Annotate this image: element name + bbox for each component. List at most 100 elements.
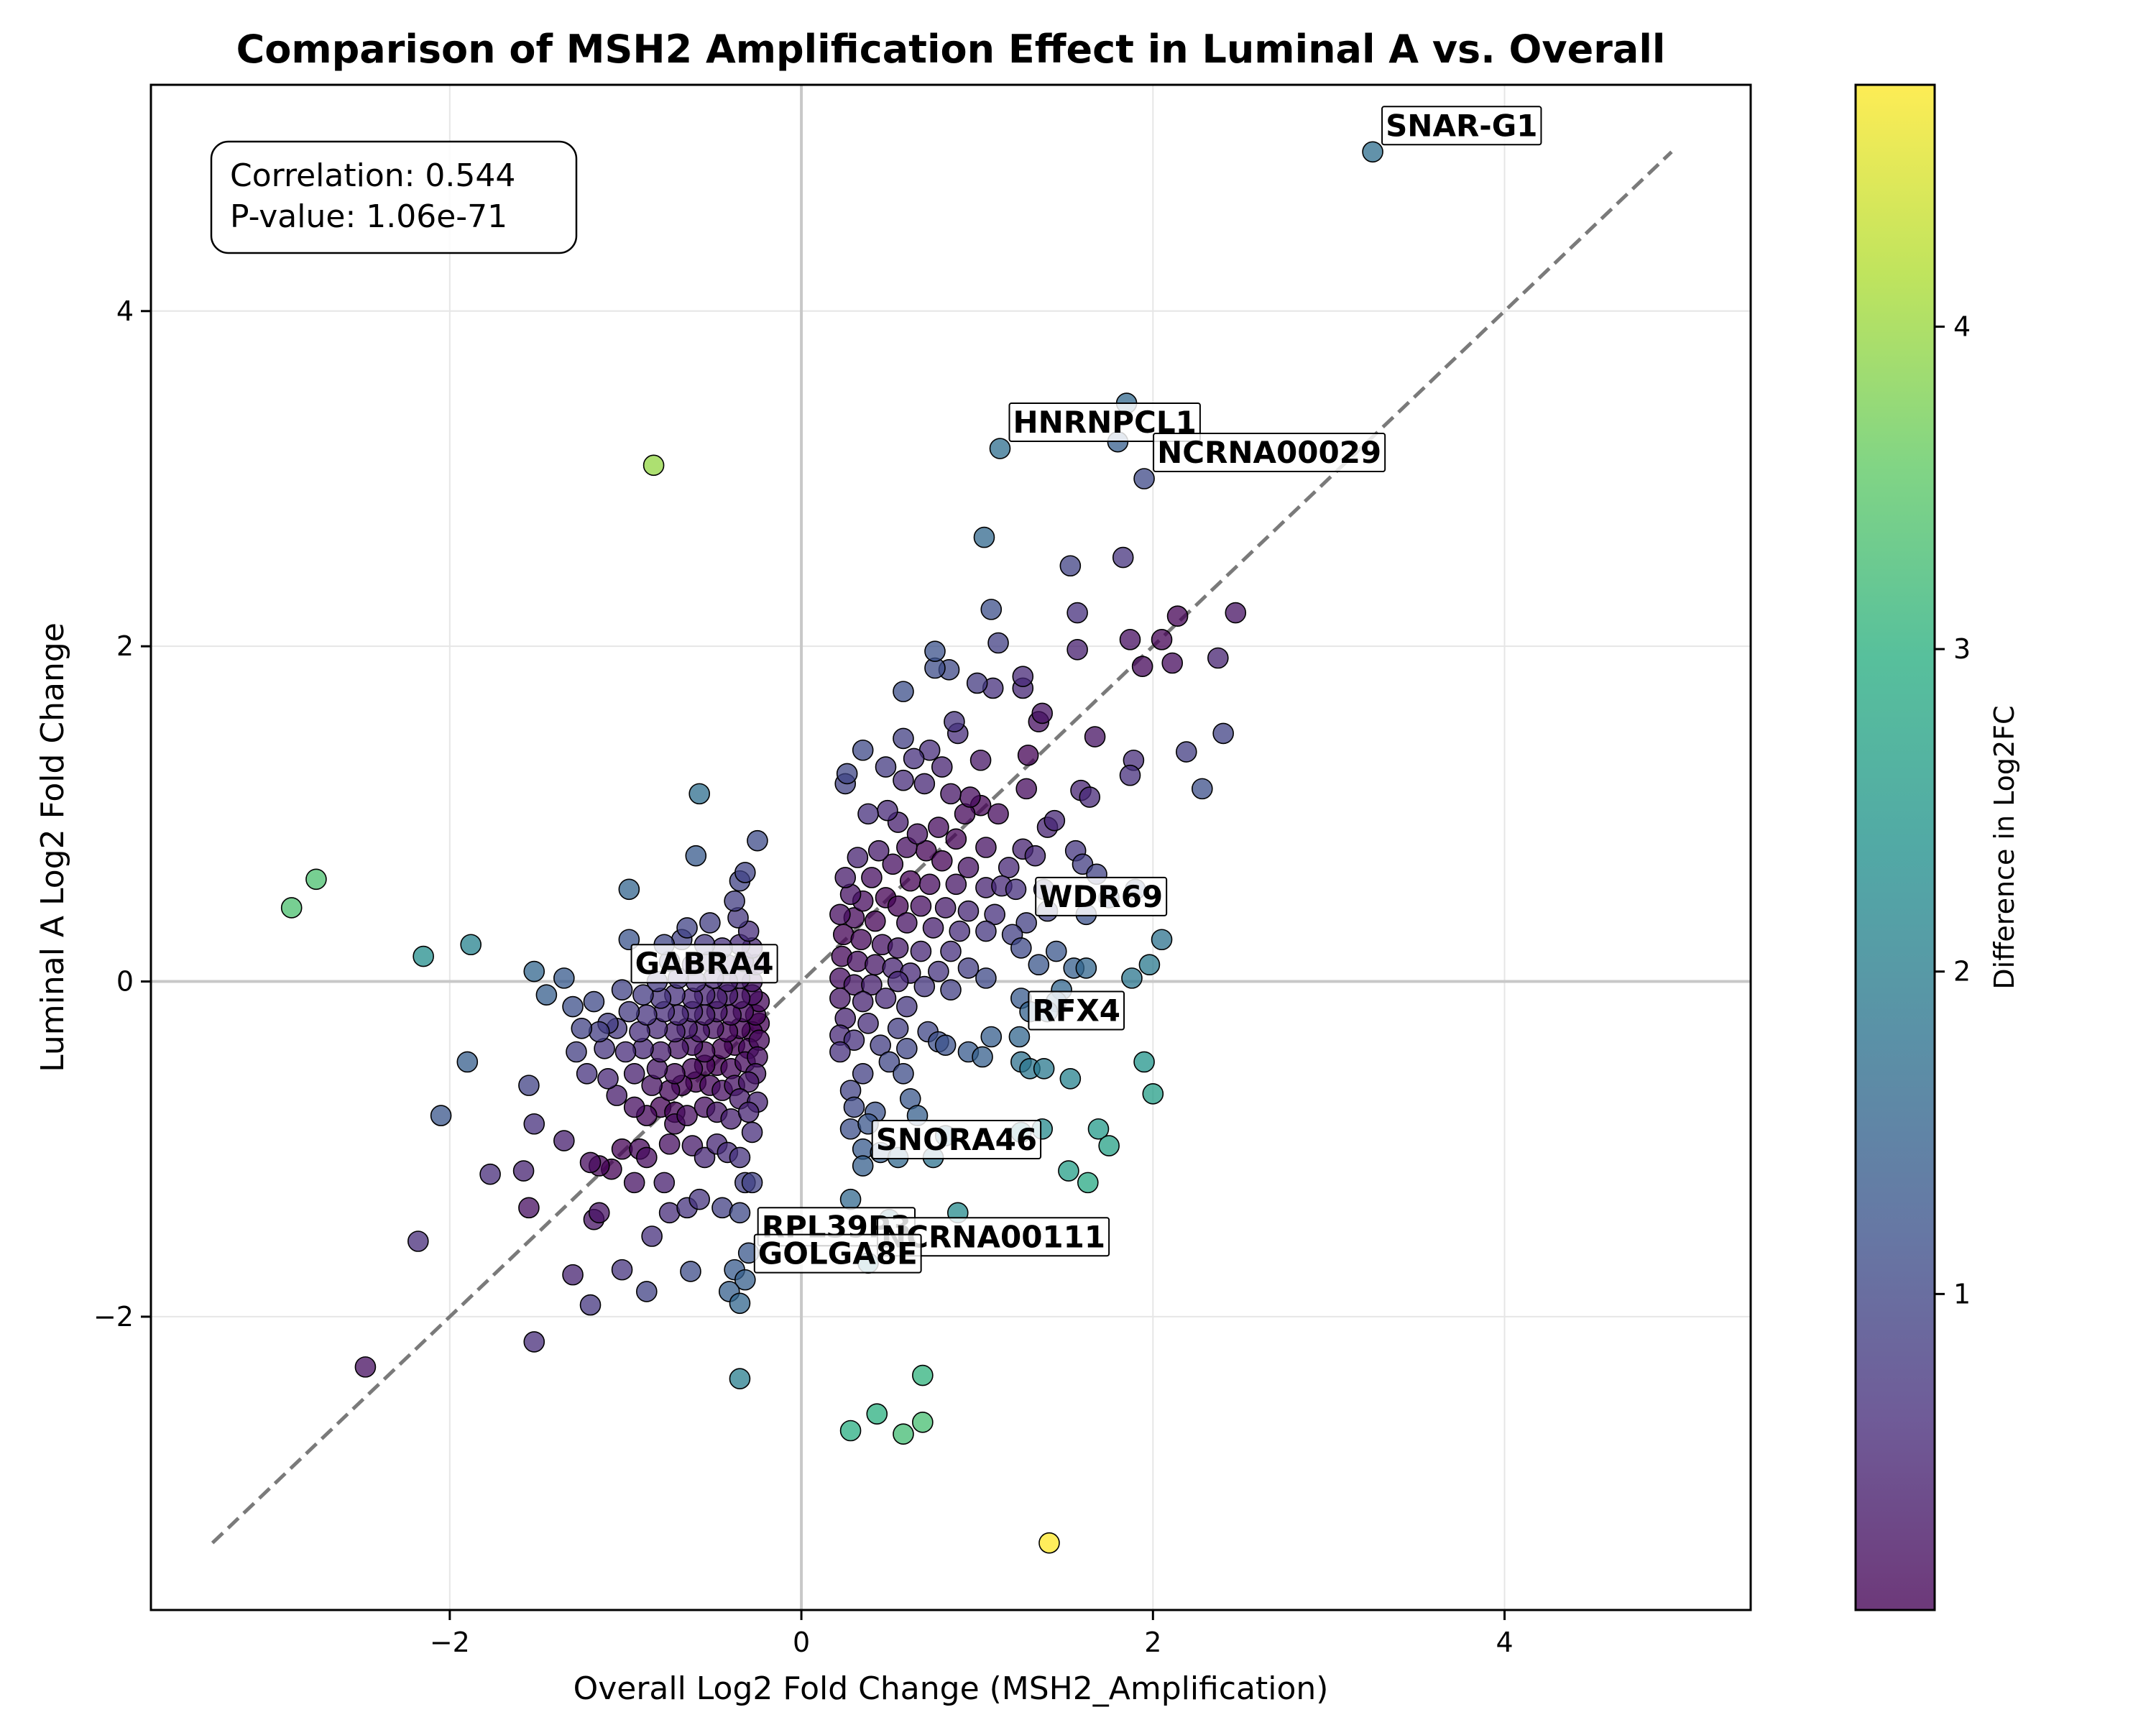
data-point — [1119, 764, 1141, 786]
data-point — [623, 1172, 645, 1194]
data-point — [553, 1130, 575, 1151]
data-point — [940, 940, 962, 962]
pvalue-text: P-value: 1.06e-71 — [230, 198, 507, 235]
data-point — [623, 1096, 645, 1118]
gene-annotations: SNAR-G1HNRNPCL1NCRNA00029WDR69RFX4SNORA4… — [630, 106, 1542, 1274]
data-point — [734, 862, 756, 883]
annotation-box — [1153, 432, 1386, 472]
x-tick-label: 4 — [1496, 1627, 1513, 1658]
data-point — [1098, 1135, 1120, 1156]
colorbar-tick-label: 4 — [1953, 310, 1971, 342]
data-point — [1151, 629, 1173, 650]
x-tick-label: −2 — [430, 1627, 470, 1658]
annotation-label: GOLGA8E — [758, 1236, 918, 1271]
data-point — [1059, 555, 1082, 577]
data-point — [1087, 1118, 1110, 1140]
data-point — [642, 454, 665, 477]
identity-reference-line — [211, 150, 1673, 1545]
data-point — [852, 1155, 874, 1177]
annotation-box — [753, 1233, 922, 1274]
data-point — [588, 1021, 610, 1043]
annotation-box — [871, 1120, 1042, 1160]
data-point — [899, 870, 921, 892]
data-point — [839, 1118, 862, 1140]
data-point — [893, 727, 914, 750]
gene-annotation: SNAR-G1 — [1381, 106, 1542, 146]
data-point — [843, 1029, 865, 1051]
data-point — [576, 1063, 598, 1085]
data-point — [949, 920, 971, 942]
data-point — [972, 1046, 993, 1068]
data-point — [980, 599, 1003, 620]
data-point — [1138, 954, 1161, 976]
data-point — [957, 957, 980, 979]
data-point — [850, 929, 872, 951]
data-point — [829, 1041, 851, 1063]
data-point — [407, 1230, 429, 1252]
data-point — [1084, 726, 1106, 748]
data-point — [987, 803, 1009, 825]
data-point — [523, 1331, 545, 1353]
data-point — [579, 1294, 602, 1316]
data-point — [1067, 602, 1088, 624]
data-point — [836, 763, 858, 785]
data-point — [887, 895, 909, 917]
data-point — [1044, 809, 1066, 832]
gene-annotation: GABRA4 — [630, 944, 778, 984]
data-point — [893, 769, 914, 791]
data-point — [597, 1067, 619, 1090]
colorbar-tick-label: 1 — [1953, 1278, 1971, 1310]
data-point — [945, 828, 967, 850]
data-point — [834, 867, 857, 888]
data-point — [847, 847, 869, 868]
y-tick-label: 0 — [116, 966, 134, 998]
x-tick-label: 2 — [1144, 1627, 1161, 1658]
data-point — [1079, 786, 1101, 808]
annotation-label: RFX4 — [1032, 993, 1120, 1029]
data-point — [611, 1259, 633, 1281]
data-point — [280, 897, 303, 919]
data-point — [934, 1034, 957, 1056]
data-point — [729, 1368, 751, 1390]
data-point — [711, 1197, 733, 1219]
data-point — [1192, 778, 1213, 800]
data-point — [984, 903, 1005, 926]
data-point — [945, 873, 967, 896]
data-point — [1059, 1067, 1082, 1090]
data-point — [1142, 1082, 1164, 1105]
data-point — [1131, 656, 1153, 677]
data-point — [928, 816, 949, 838]
data-point — [866, 1403, 888, 1425]
data-point — [922, 917, 944, 939]
data-point — [636, 1004, 658, 1026]
data-point — [975, 837, 997, 858]
data-point — [1077, 1172, 1099, 1194]
annotation-label: GABRA4 — [635, 946, 774, 981]
annotation-label: NCRNA00029 — [1157, 435, 1381, 470]
data-point — [912, 1364, 934, 1386]
data-point — [1028, 954, 1050, 976]
data-point — [896, 995, 918, 1018]
chart-title: Comparison of MSH2 Amplification Effect … — [236, 27, 1666, 72]
x-axis-label: Overall Log2 Fold Change (MSH2_Amplifica… — [573, 1670, 1329, 1707]
data-point — [847, 950, 869, 972]
data-point — [305, 868, 327, 891]
y-tick-label: 2 — [116, 630, 134, 662]
data-point — [518, 1075, 540, 1096]
annotation-box — [1381, 106, 1542, 146]
data-point — [1058, 1160, 1079, 1182]
data-point — [729, 1146, 751, 1169]
data-point — [632, 984, 654, 1006]
data-point — [535, 984, 558, 1006]
data-point — [957, 857, 980, 878]
data-point — [724, 890, 745, 912]
data-point — [1225, 602, 1247, 624]
data-point — [887, 1018, 909, 1039]
data-point — [1008, 1026, 1031, 1048]
annotation-box — [1035, 876, 1168, 916]
data-point — [1031, 702, 1053, 724]
data-point — [975, 920, 997, 942]
data-point — [839, 1188, 862, 1210]
gene-annotation: WDR69 — [1035, 876, 1168, 916]
data-point — [460, 934, 482, 956]
